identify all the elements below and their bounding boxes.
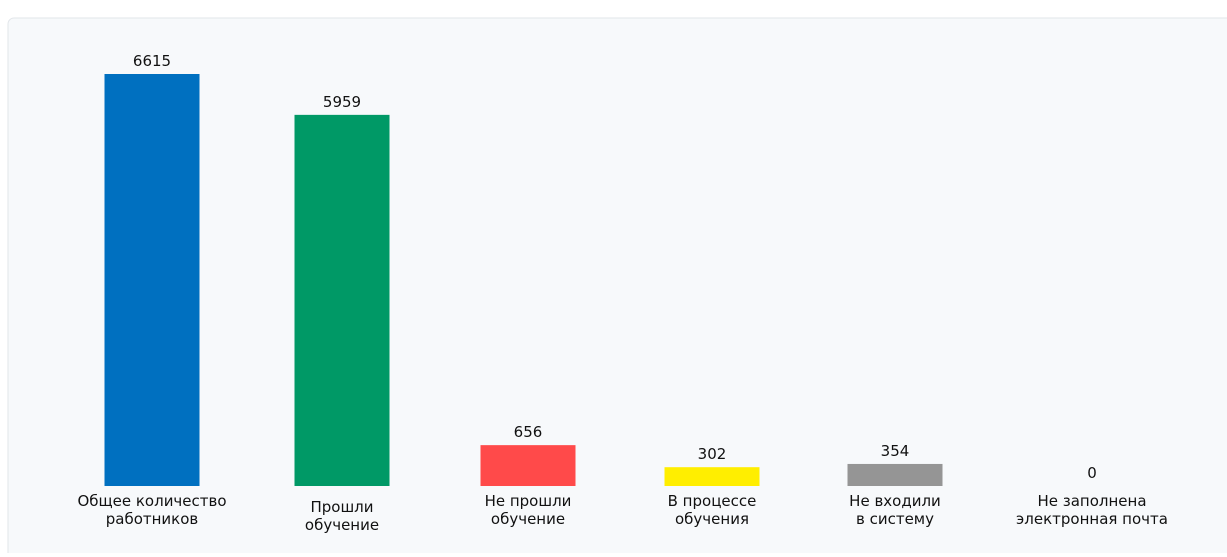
- category-label: Не прошли: [485, 492, 572, 510]
- category-label: обучения: [675, 510, 749, 528]
- category-label: Не входили: [849, 492, 941, 510]
- bar: [664, 467, 760, 486]
- category-label: обучение: [491, 510, 565, 528]
- value-label: 302: [698, 445, 727, 463]
- bar: [480, 445, 576, 486]
- category-label: в систему: [856, 510, 934, 528]
- category-label: электронная почта: [1016, 510, 1168, 528]
- category-label: Прошли: [310, 498, 373, 516]
- value-label: 656: [514, 423, 543, 441]
- value-label: 354: [881, 442, 910, 460]
- category-label: Не заполнена: [1037, 492, 1146, 510]
- category-label: работников: [106, 510, 199, 528]
- value-label: 6615: [133, 52, 171, 70]
- category-label: Общее количество: [77, 492, 226, 510]
- value-label: 0: [1087, 464, 1097, 482]
- bar: [847, 463, 943, 486]
- value-label: 5959: [323, 93, 361, 111]
- category-label: В процессе: [668, 492, 757, 510]
- bar: [104, 74, 200, 486]
- category-label: обучение: [305, 516, 379, 534]
- bar: [294, 114, 390, 486]
